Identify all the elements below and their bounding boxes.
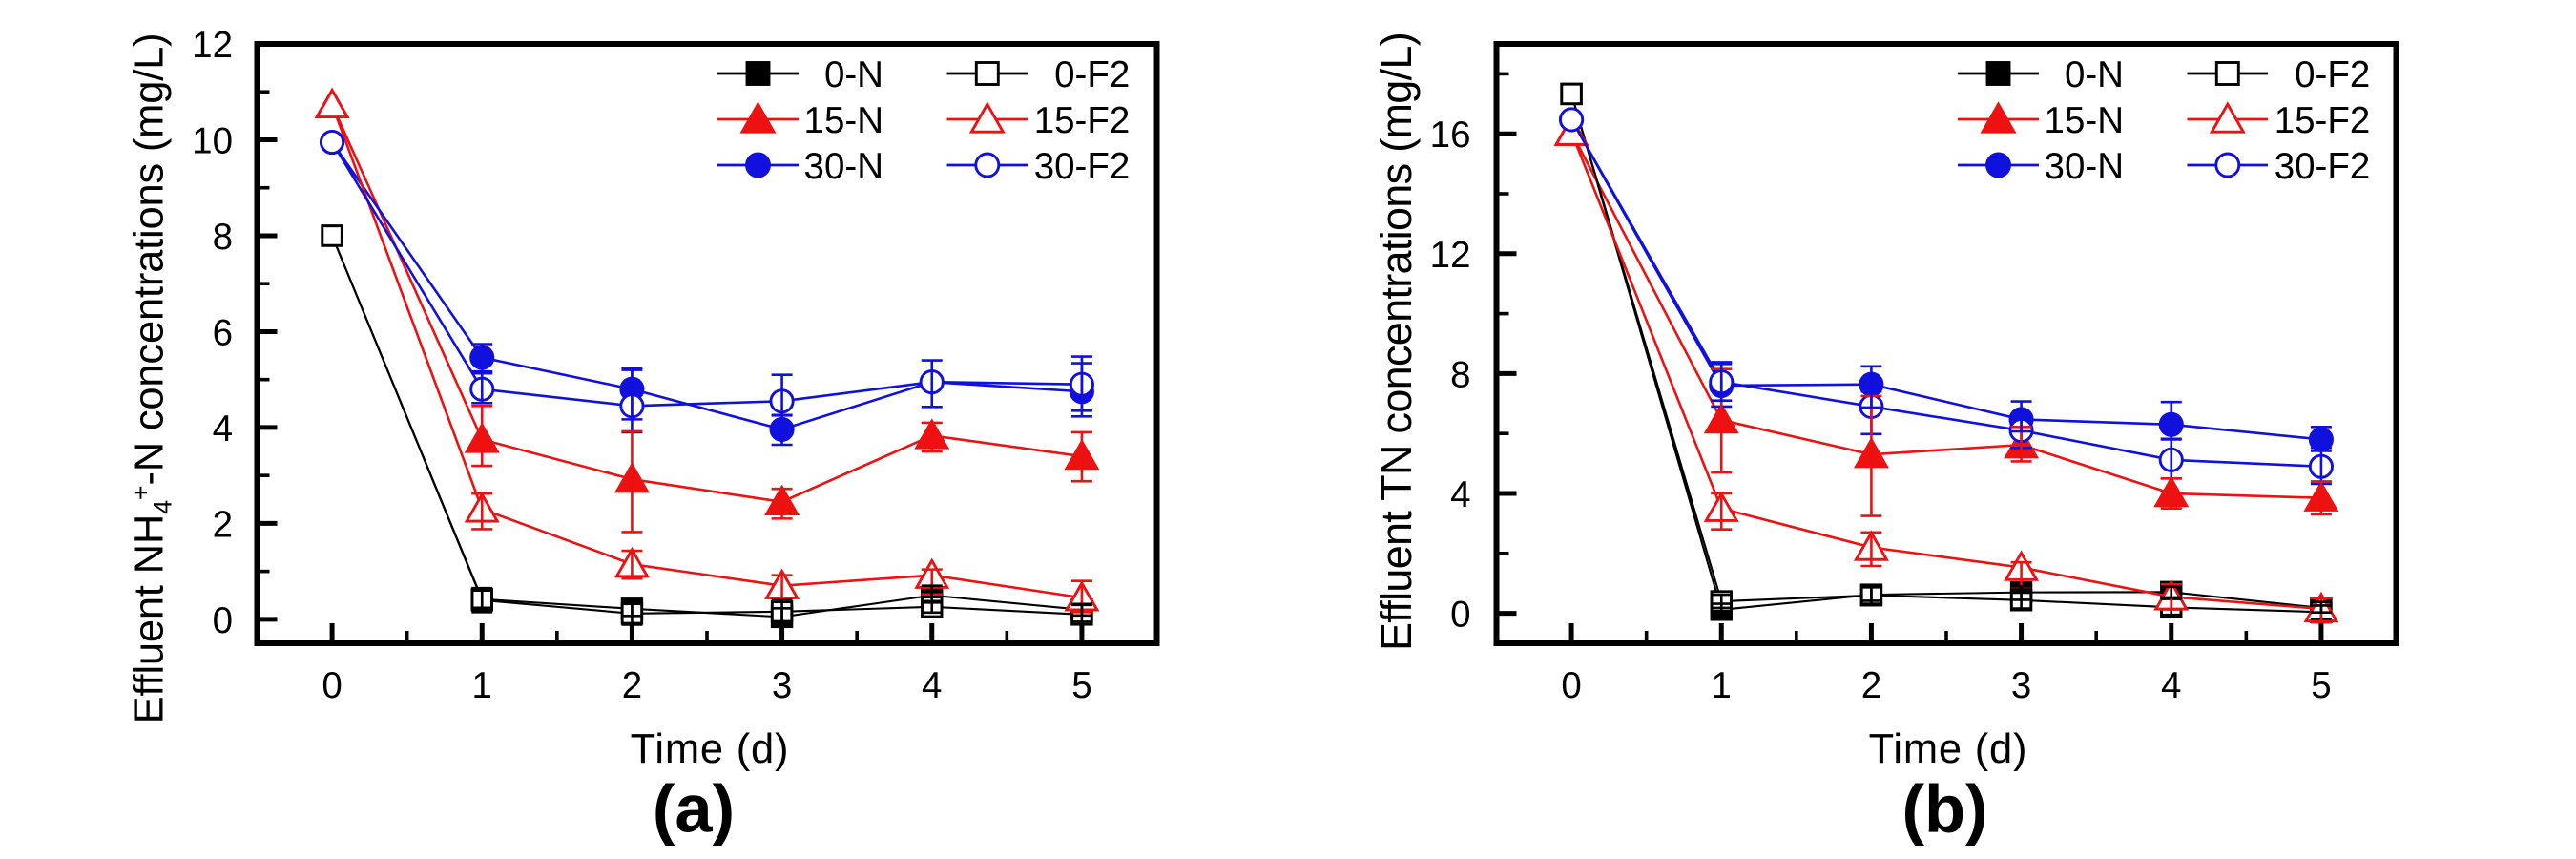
svg-text:4: 4: [2161, 665, 2181, 706]
svg-text:3: 3: [2011, 665, 2031, 706]
svg-text:2: 2: [213, 504, 233, 545]
svg-text:12: 12: [1430, 235, 1471, 276]
svg-text:0: 0: [213, 600, 233, 641]
svg-text:1: 1: [1712, 665, 1732, 706]
svg-text:30-N: 30-N: [804, 146, 883, 187]
svg-text:15-N: 15-N: [2045, 100, 2124, 141]
svg-text:Time (d): Time (d): [631, 726, 790, 772]
svg-text:4: 4: [213, 409, 233, 450]
svg-text:15-N: 15-N: [804, 100, 883, 141]
svg-text:(b): (b): [1901, 771, 1987, 847]
svg-text:5: 5: [1071, 665, 1091, 706]
svg-text:15-F2: 15-F2: [1034, 100, 1131, 141]
svg-text:0: 0: [322, 665, 342, 706]
svg-text:16: 16: [1430, 115, 1471, 156]
svg-text:0-F2: 0-F2: [2295, 54, 2370, 95]
svg-text:30-F2: 30-F2: [2275, 146, 2371, 187]
svg-text:12: 12: [192, 25, 233, 66]
svg-text:Time (d): Time (d): [1869, 726, 2028, 772]
svg-text:30-N: 30-N: [2045, 146, 2124, 187]
svg-text:0-N: 0-N: [2065, 54, 2124, 95]
svg-text:0: 0: [1450, 595, 1470, 636]
svg-text:10: 10: [192, 120, 233, 161]
svg-text:Effluent TN concentrations (mg: Effluent TN concentrations (mg/L): [1372, 32, 1421, 651]
svg-text:8: 8: [1450, 354, 1470, 395]
svg-text:15-F2: 15-F2: [2275, 100, 2371, 141]
svg-text:2: 2: [622, 665, 642, 706]
svg-text:5: 5: [2311, 665, 2331, 706]
svg-text:4: 4: [1450, 474, 1470, 515]
svg-text:Effluent NH4+-N concentrations: Effluent NH4+-N concentrations (mg/L): [127, 33, 177, 724]
svg-text:4: 4: [922, 665, 942, 706]
svg-text:6: 6: [213, 312, 233, 353]
svg-text:0-F2: 0-F2: [1054, 54, 1130, 95]
svg-text:30-F2: 30-F2: [1034, 146, 1131, 187]
svg-text:0-N: 0-N: [824, 54, 883, 95]
svg-text:0: 0: [1561, 665, 1581, 706]
svg-text:(a): (a): [653, 771, 735, 847]
svg-text:8: 8: [213, 217, 233, 258]
svg-text:1: 1: [472, 665, 492, 706]
svg-text:3: 3: [772, 665, 792, 706]
svg-text:2: 2: [1861, 665, 1881, 706]
